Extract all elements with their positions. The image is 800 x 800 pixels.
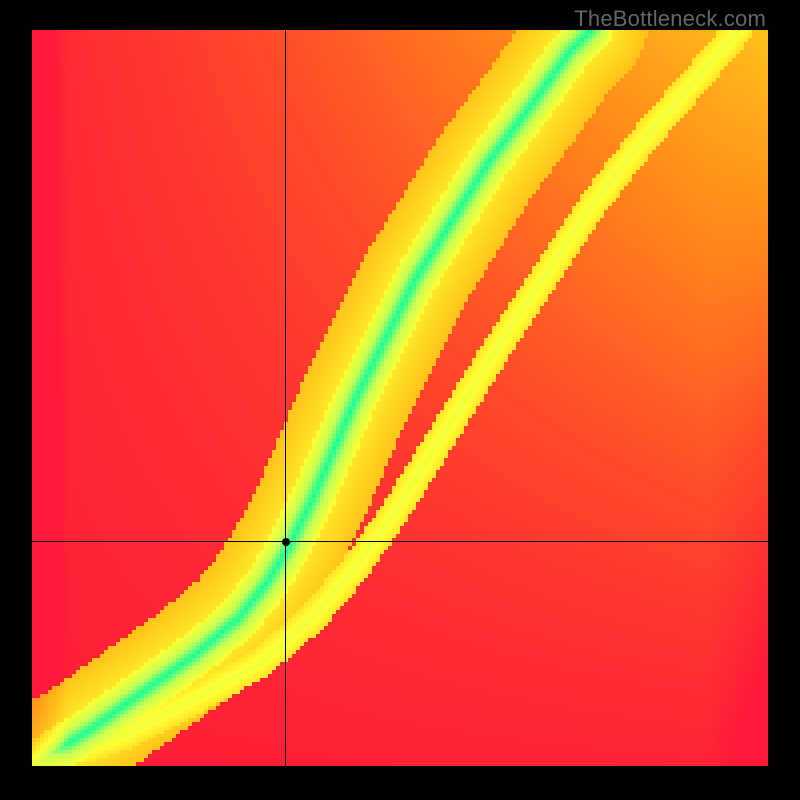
crosshair-horizontal <box>32 541 768 542</box>
watermark-text: TheBottleneck.com <box>574 6 766 32</box>
crosshair-dot <box>282 538 290 546</box>
heatmap-canvas <box>32 30 768 766</box>
crosshair-vertical <box>285 30 286 766</box>
chart-container: TheBottleneck.com <box>0 0 800 800</box>
